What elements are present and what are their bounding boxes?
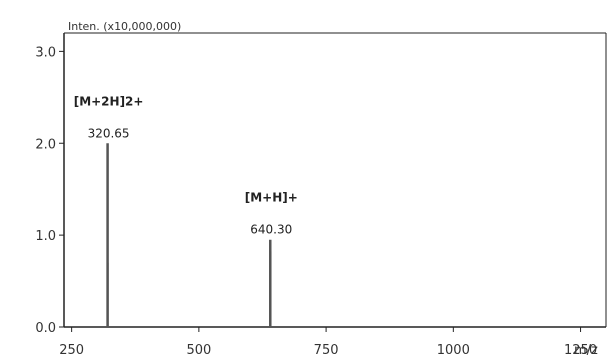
peaks [106, 143, 272, 327]
peak-ion-label: [M+2H]2+ [74, 94, 144, 108]
y-tick-label: 2.0 [35, 137, 56, 152]
x-tick-label: 1250 [564, 343, 597, 358]
y-tick-label: 0.0 [35, 321, 56, 336]
y-axis-label: Inten. (x10,000,000) [68, 20, 181, 33]
peak-mz-label: 320.65 [88, 126, 130, 140]
x-axis-label: m/z [574, 343, 598, 358]
peak-annotations: [M+2H]2+ 320.65 [M+H]+ 640.30 [74, 94, 298, 236]
chart-axes [63, 32, 607, 328]
x-tick-label: 750 [314, 343, 339, 358]
y-tick-label: 1.0 [35, 229, 56, 244]
y-ticks: 0.0 1.0 2.0 3.0 [35, 45, 64, 336]
x-ticks: 250 500 750 1000 1250 [59, 327, 597, 358]
x-tick-label: 1000 [437, 343, 470, 358]
x-tick-label: 500 [186, 343, 211, 358]
peak-ion-label: [M+H]+ [245, 191, 298, 205]
x-tick-label: 250 [59, 343, 84, 358]
peak-mz-label: 640.30 [250, 223, 292, 237]
y-tick-label: 3.0 [35, 45, 56, 60]
